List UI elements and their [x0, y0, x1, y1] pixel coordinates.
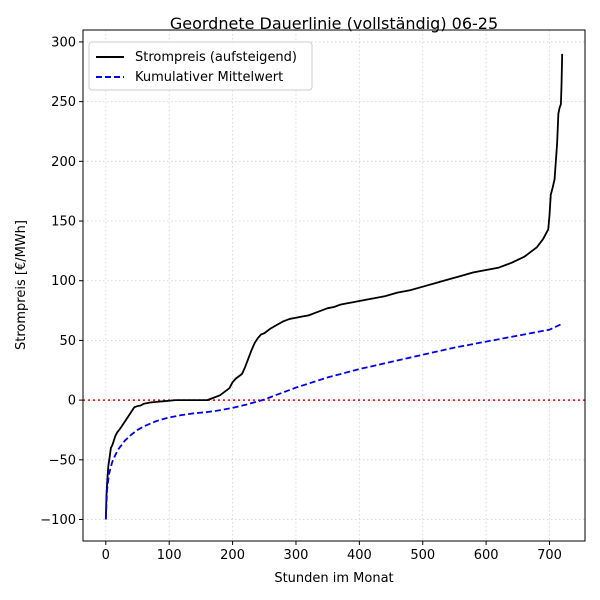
y-tick-label: 150: [51, 215, 76, 230]
y-tick-label: 50: [59, 334, 76, 349]
grid: [83, 30, 585, 541]
y-tick-label: 200: [51, 155, 76, 170]
legend-box: [88, 41, 313, 91]
ticks: 0 100 200 300 400 500 600 700 −100 −50 0 50 100 150 20…: [40, 35, 562, 563]
cumulative-mean-line: [104, 322, 563, 520]
x-tick-label: 300: [284, 548, 309, 563]
x-tick-label: 200: [220, 548, 245, 563]
y-tick-label: 300: [51, 35, 76, 50]
y-tick-label: −100: [40, 513, 76, 528]
legend: Strompreis (aufsteigend) Kumulativer Mit…: [88, 41, 313, 91]
x-tick-label: 600: [474, 548, 499, 563]
y-tick-label: −50: [49, 453, 76, 468]
y-tick-label: 100: [51, 274, 76, 289]
x-axis-label: Stunden im Monat: [274, 571, 393, 586]
x-tick-label: 700: [537, 548, 562, 563]
y-axis-label: Strompreis [€/MWh]: [14, 220, 29, 350]
plot-frame: [82, 29, 586, 542]
legend-label-price: Strompreis (aufsteigend): [135, 50, 297, 65]
x-tick-label: 500: [410, 548, 435, 563]
x-tick-label: 100: [157, 548, 182, 563]
series-layer: [104, 53, 564, 520]
price-line: [104, 53, 564, 520]
legend-label-cumulative: Kumulativer Mittelwert: [135, 70, 283, 85]
y-tick-label: 250: [51, 95, 76, 110]
x-tick-label: 0: [102, 548, 110, 563]
chart-title: Geordnete Dauerlinie (vollständig) 06-25: [170, 14, 498, 33]
x-tick-label: 400: [347, 548, 372, 563]
y-tick-label: 0: [68, 394, 76, 409]
